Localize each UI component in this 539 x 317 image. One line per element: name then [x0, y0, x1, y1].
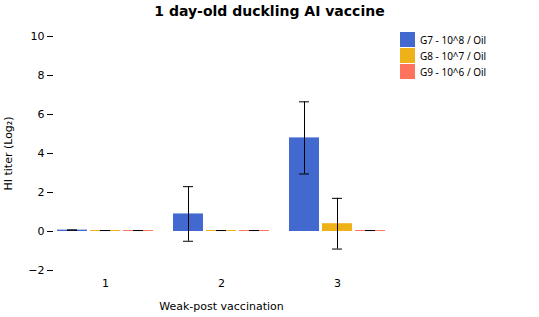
- svg-text:4: 4: [38, 147, 45, 160]
- html-text:G7 - 10^8 / Oil: G7 - 10^8 / Oil: [420, 32, 487, 47]
- svg-text:0: 0: [38, 225, 45, 238]
- html-text:G8 - 10^7 / Oil: G8 - 10^7 / Oil: [420, 48, 487, 63]
- svg-text:3: 3: [334, 277, 341, 290]
- svg-text:Weak-post vaccination: Weak-post vaccination: [159, 300, 284, 313]
- svg-text:2: 2: [218, 277, 225, 290]
- svg-text:8: 8: [38, 69, 45, 82]
- svg-text:10: 10: [31, 30, 45, 43]
- svg-text:−2: −2: [28, 264, 44, 277]
- svg-text:6: 6: [38, 108, 45, 121]
- svg-text:2: 2: [38, 186, 45, 199]
- svg-text:1: 1: [102, 277, 109, 290]
- html-text:G9 - 10^6 / Oil: G9 - 10^6 / Oil: [420, 64, 487, 79]
- html-text:1 day-old duckling AI vaccine: 1 day-old duckling AI vaccine: [154, 3, 385, 19]
- svg-text:HI titer (Log₂): HI titer (Log₂): [2, 116, 15, 190]
